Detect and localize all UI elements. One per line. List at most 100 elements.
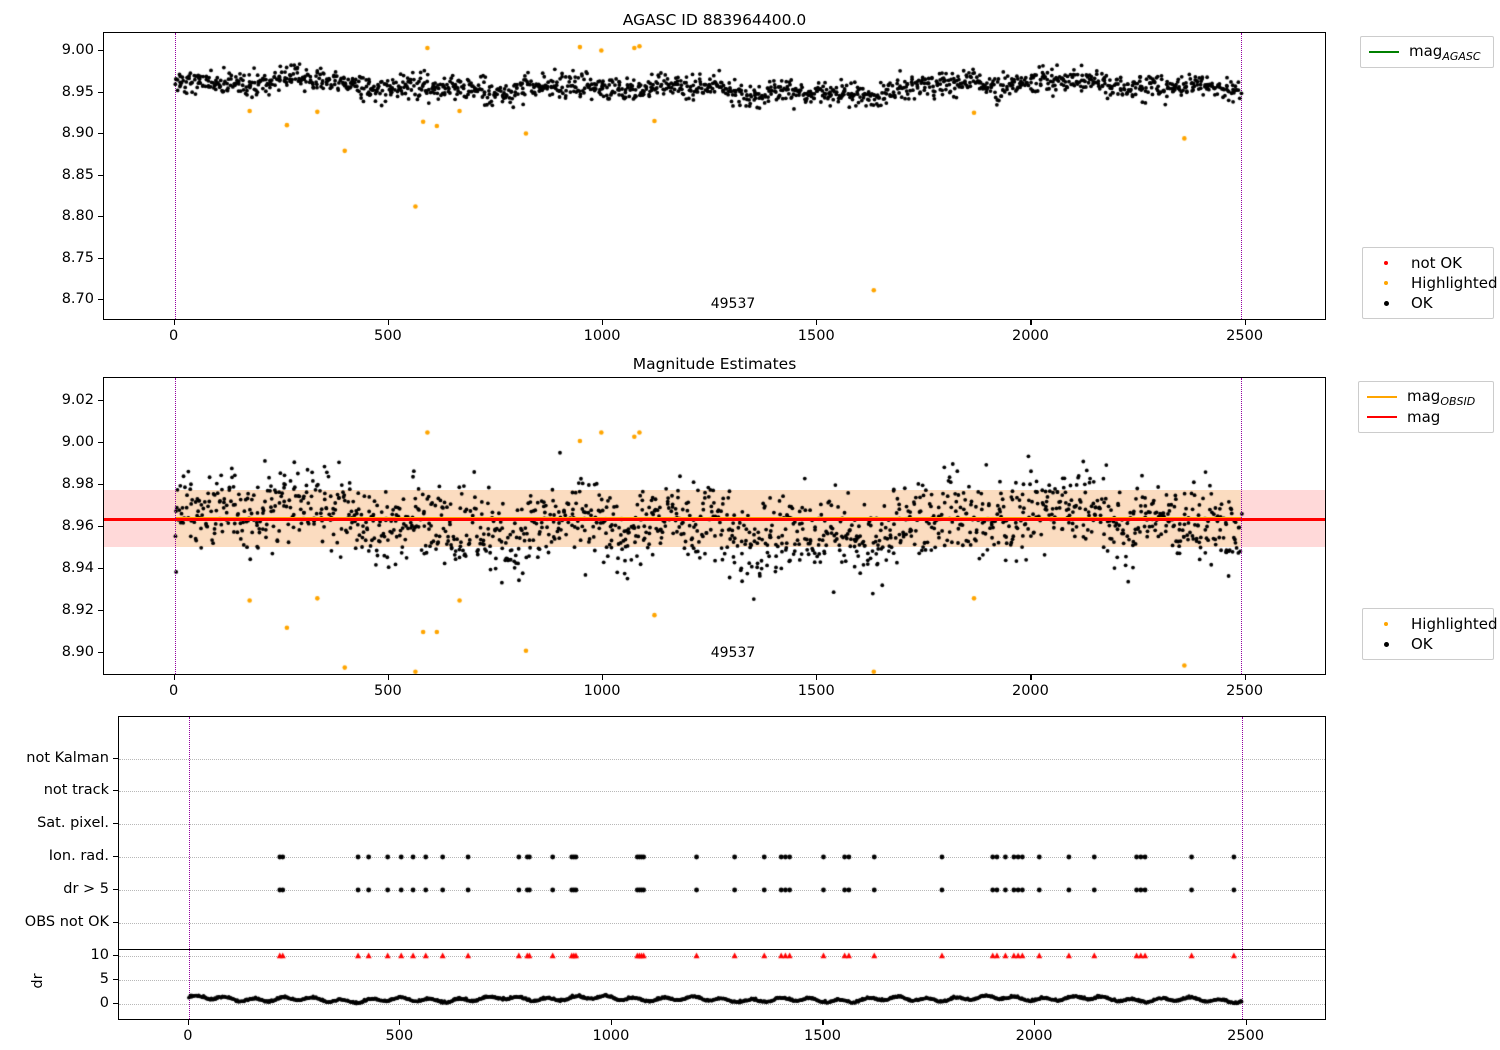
flag-row-label-not-track: not track xyxy=(43,782,109,798)
x-tick-mark xyxy=(187,1020,189,1025)
top-panel-title: AGASC ID 883964400.0 xyxy=(622,11,807,29)
x-tick-label: 2500 xyxy=(1227,1028,1265,1044)
legend-item-highlighted-mid[interactable]: Highlighted xyxy=(1371,614,1497,634)
y-tick-mark xyxy=(113,979,118,981)
x-tick-mark xyxy=(1034,1020,1036,1025)
x-tick-label: 1500 xyxy=(804,1028,841,1044)
y-tick-label: 9.00 xyxy=(61,42,94,59)
mag-agasc-line-swatch xyxy=(1369,50,1399,54)
y-tick-mark xyxy=(113,790,118,792)
legend-item-not-ok[interactable]: not OK xyxy=(1371,253,1485,273)
y-tick-mark xyxy=(98,50,103,52)
top-panel-obsid-annotation: 49537 xyxy=(710,296,756,312)
x-tick-label: 0 xyxy=(169,683,179,699)
highlighted-dot-swatch-mid xyxy=(1371,622,1401,626)
dr-tick-label-10: 10 xyxy=(90,947,109,963)
x-tick-mark xyxy=(602,675,604,680)
legend-item-mag-obsid[interactable]: magOBSID xyxy=(1367,386,1485,408)
y-tick-mark xyxy=(98,526,103,528)
middle-panel-title: Magnitude Estimates xyxy=(632,355,797,373)
y-tick-mark xyxy=(98,174,103,176)
y-tick-label: 8.90 xyxy=(61,125,94,142)
highlighted-dot-swatch xyxy=(1371,281,1401,285)
y-tick-mark xyxy=(113,1003,118,1005)
x-tick-label: 2000 xyxy=(1011,683,1049,699)
x-tick-label: 2000 xyxy=(1011,328,1049,344)
legend-item-mag[interactable]: mag xyxy=(1367,407,1485,427)
top-panel-legend-status[interactable]: not OK Highlighted OK xyxy=(1362,247,1497,319)
y-tick-label: 8.70 xyxy=(61,291,94,308)
top-panel-scatter xyxy=(104,33,1325,319)
x-tick-label: 0 xyxy=(183,1028,193,1044)
x-tick-mark xyxy=(602,320,604,325)
x-tick-label: 1500 xyxy=(797,683,835,699)
dr-tick-label-0: 0 xyxy=(99,995,109,1011)
x-tick-mark xyxy=(610,1020,613,1025)
x-tick-mark xyxy=(1244,320,1246,325)
y-tick-label: 8.90 xyxy=(61,643,94,660)
x-tick-mark xyxy=(816,675,818,680)
legend-label-mag-obsid: magOBSID xyxy=(1407,386,1476,408)
middle-panel-legend-status[interactable]: Highlighted OK xyxy=(1362,608,1497,660)
x-tick-label: 1000 xyxy=(583,328,621,344)
legend-label-not-ok: not OK xyxy=(1411,254,1462,272)
x-tick-mark xyxy=(387,320,389,325)
middle-panel-legend-lines[interactable]: magOBSID mag xyxy=(1358,381,1494,433)
x-tick-label: 0 xyxy=(169,328,179,344)
y-tick-mark xyxy=(98,257,103,259)
x-tick-label: 2500 xyxy=(1226,683,1264,699)
y-tick-mark xyxy=(98,442,103,444)
mag-obsid-line xyxy=(174,516,1242,520)
x-tick-label: 500 xyxy=(374,328,402,344)
y-tick-mark xyxy=(113,856,118,858)
legend-label-ok-mid: OK xyxy=(1411,635,1433,653)
legend-label-highlighted: Highlighted xyxy=(1411,274,1498,292)
legend-item-mag-agasc[interactable]: magAGASC xyxy=(1369,41,1485,63)
y-tick-mark xyxy=(98,609,103,612)
y-tick-mark xyxy=(98,567,103,570)
y-tick-mark xyxy=(113,955,118,957)
y-tick-label: 9.00 xyxy=(61,434,94,451)
y-tick-mark xyxy=(113,889,118,891)
y-tick-label: 8.85 xyxy=(61,166,94,183)
x-tick-mark xyxy=(173,675,175,680)
legend-label-highlighted-mid: Highlighted xyxy=(1411,615,1498,633)
x-tick-mark xyxy=(173,320,175,325)
mag-obsid-line-swatch xyxy=(1367,395,1397,399)
middle-panel-obsid-annotation: 49537 xyxy=(710,645,756,661)
x-tick-label: 2500 xyxy=(1226,328,1264,344)
y-tick-label: 8.92 xyxy=(61,601,94,618)
top-panel-axes xyxy=(103,32,1326,320)
legend-item-ok-mid[interactable]: OK xyxy=(1371,634,1485,654)
mag-mean-line xyxy=(104,518,1325,521)
ok-dot-swatch xyxy=(1371,300,1401,306)
flags-panel-scatter xyxy=(119,717,1325,1019)
x-tick-label: 500 xyxy=(374,683,402,699)
y-tick-label: 8.96 xyxy=(61,518,94,534)
legend-label-mag-agasc: magAGASC xyxy=(1409,41,1481,63)
flag-row-label-not-kalman: not Kalman xyxy=(26,750,109,766)
flag-row-label-sat-pixel: Sat. pixel. xyxy=(37,815,109,831)
y-tick-mark xyxy=(113,758,118,760)
x-tick-label: 500 xyxy=(385,1028,414,1044)
x-tick-mark xyxy=(1245,1020,1247,1025)
dr-tick-label-5: 5 xyxy=(99,971,109,987)
x-tick-label: 1000 xyxy=(592,1028,630,1044)
flag-row-label-obs-not-ok: OBS not OK xyxy=(24,914,109,930)
legend-item-ok[interactable]: OK xyxy=(1371,293,1485,313)
y-tick-mark xyxy=(98,400,103,402)
y-tick-mark xyxy=(98,91,103,93)
x-tick-mark xyxy=(387,675,389,680)
y-tick-mark xyxy=(98,216,103,218)
legend-item-highlighted[interactable]: Highlighted xyxy=(1371,273,1497,293)
x-tick-label: 1500 xyxy=(797,328,835,344)
y-tick-mark xyxy=(113,922,118,924)
x-tick-mark xyxy=(816,320,818,325)
obsid-divider-line-mid-0 xyxy=(174,378,176,674)
x-tick-mark xyxy=(399,1020,401,1025)
middle-panel-axes xyxy=(103,377,1326,675)
y-tick-mark xyxy=(98,133,103,135)
obsid-divider-line-mid-1 xyxy=(1241,378,1243,674)
x-tick-label: 1000 xyxy=(583,683,621,699)
top-panel-legend-mag-agasc[interactable]: magAGASC xyxy=(1360,36,1494,68)
